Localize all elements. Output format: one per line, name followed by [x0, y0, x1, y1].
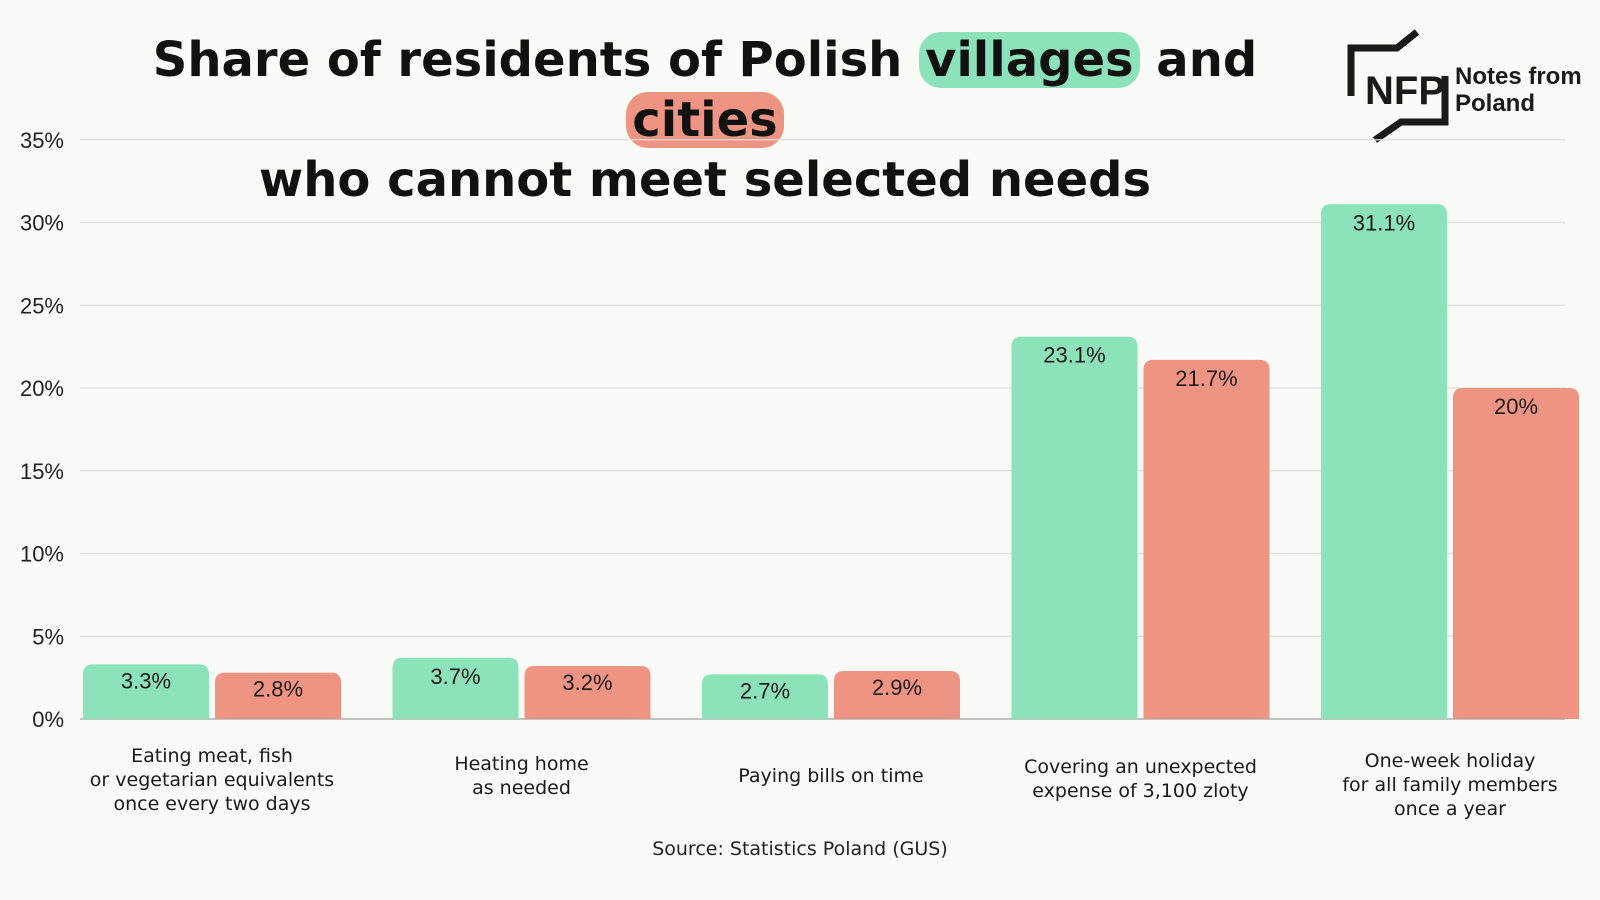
- bar-villages: [83, 664, 209, 719]
- y-tick-label: 30%: [20, 211, 64, 236]
- x-category-label: One-week holiday for all family members …: [1342, 750, 1558, 820]
- bar-value-label-villages: 2.7%: [740, 678, 790, 703]
- x-category-label: Heating home as needed: [454, 753, 589, 799]
- y-axis-ticks: 0% 5% 10% 15% 20% 25% 30% 35%: [20, 128, 64, 732]
- y-tick-label: 35%: [20, 128, 64, 153]
- bar-villages: [392, 657, 519, 719]
- bars: [83, 204, 1579, 720]
- bar-value-label-villages: 23.1%: [1043, 343, 1105, 368]
- title-text-mid: and: [1139, 32, 1258, 88]
- y-tick-label: 10%: [20, 542, 64, 567]
- bar-value-label-cities: 3.2%: [562, 670, 612, 695]
- bar-cities: [524, 666, 651, 719]
- title-highlight-villages: villages: [919, 32, 1140, 88]
- bar-cities: [1143, 359, 1270, 719]
- chart-title: Share of residents of Polish villages an…: [90, 30, 1320, 210]
- bar-villages: [1011, 336, 1138, 719]
- logo-name-line2: Poland: [1455, 90, 1535, 117]
- bar-cities: [215, 672, 341, 719]
- bar-value-label-cities: 2.8%: [253, 677, 303, 702]
- bar-value-label-villages: 3.7%: [430, 664, 480, 689]
- y-tick-label: 25%: [20, 293, 64, 318]
- bar-value-label-cities: 20%: [1494, 394, 1538, 419]
- logo-mark: NFP: [1365, 69, 1445, 113]
- y-tick-label: 0%: [32, 707, 64, 732]
- bar-value-labels: 3.3% 2.8% 3.7% 3.2% 2.7% 2.9% 23.1% 21.7% 31.1% 2…: [121, 210, 1538, 703]
- y-tick-label: 5%: [32, 624, 64, 649]
- bar-cities: [834, 671, 960, 719]
- y-tick-label: 20%: [20, 376, 64, 401]
- source-note: Source: Statistics Poland (GUS): [652, 838, 948, 860]
- x-category-label: Paying bills on time: [738, 765, 924, 787]
- y-tick-label: 15%: [20, 459, 64, 484]
- title-line-1: Share of residents of Polish villages an…: [90, 30, 1320, 150]
- title-highlight-cities: cities: [626, 92, 784, 148]
- title-text-prefix: Share of residents of Polish: [152, 32, 920, 88]
- logo-name-line1: Notes from: [1455, 63, 1582, 90]
- x-category-label: Eating meat, fish or vegetarian equivale…: [89, 745, 335, 815]
- x-category-label: Covering an unexpected expense of 3,100 …: [1024, 756, 1257, 802]
- bar-value-label-cities: 2.9%: [872, 675, 922, 700]
- bar-villages: [702, 674, 828, 719]
- logo-frame-top-icon: [1347, 29, 1420, 96]
- bar-value-label-villages: 3.3%: [121, 668, 171, 693]
- bar-villages: [1321, 204, 1447, 720]
- bar-value-label-cities: 21.7%: [1175, 366, 1237, 391]
- bar-value-label-villages: 31.1%: [1353, 210, 1415, 235]
- title-line-2: who cannot meet selected needs: [258, 152, 1152, 208]
- bar-cities: [1453, 388, 1579, 719]
- nfp-logo: NFP Notes from Poland: [1347, 29, 1582, 143]
- logo-frame-bottom-icon: [1373, 76, 1449, 143]
